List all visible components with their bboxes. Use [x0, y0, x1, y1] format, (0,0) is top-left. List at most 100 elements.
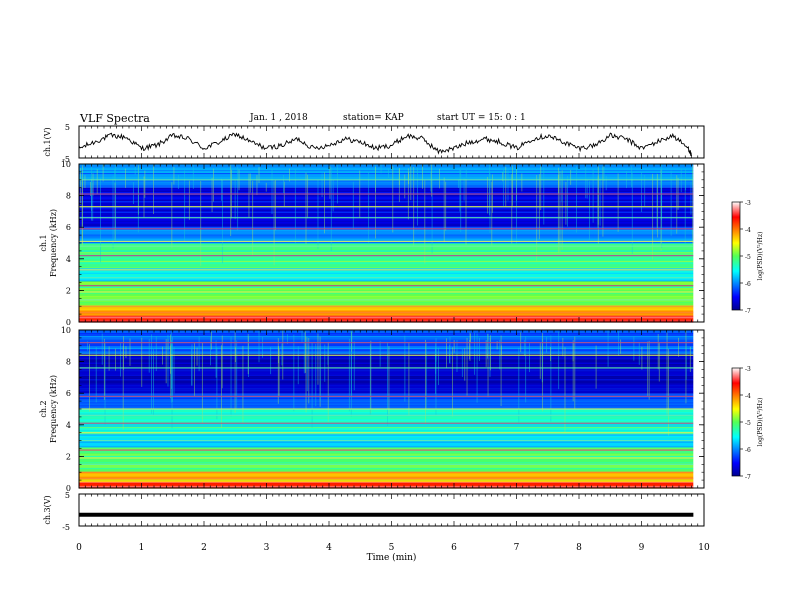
ch1-spec-texture [79, 289, 694, 292]
ch2-spec-streak [247, 333, 249, 375]
chart-title: VLF Spectra [80, 112, 150, 125]
ch2-spec-streak [489, 337, 491, 377]
ch1-spec-texture [79, 292, 694, 295]
ch2-spec-texture [79, 448, 694, 450]
ch1-spec-streak [431, 164, 433, 197]
ch2-spec-streak [379, 341, 381, 367]
ch1-spec-texture [79, 222, 694, 224]
ch2-spec-texture [79, 365, 694, 367]
ch1-colorbar-tick-label: -5 [745, 254, 751, 261]
ch1-spec-streak [81, 179, 83, 248]
ch1-spec-texture [79, 253, 694, 255]
ch1-spectrogram-panel: 0 2 4 6 8 10 ch.1 Frequency (kHz) [39, 160, 705, 327]
ch2-spec-texture [79, 371, 694, 373]
ch1-spec-line [79, 255, 694, 257]
ch1-spec-texture [79, 185, 694, 187]
ch2-spec-texture [79, 444, 694, 446]
ch2-spec-streak [277, 338, 279, 404]
ch1-spec-streak [184, 170, 186, 241]
ch1-spec-streak [114, 168, 115, 180]
ch1-spec-streak [192, 165, 194, 189]
ch1-spec-texture [79, 164, 694, 166]
ch2-spec-ytick-label: 8 [66, 358, 71, 367]
ch2-spec-texture [79, 362, 694, 364]
ch1-spec-streak [211, 177, 213, 213]
ch2-spec-streak [319, 345, 321, 402]
ch2-spec-streak [230, 336, 232, 417]
ch2-spec-streak [306, 337, 308, 392]
ch1-spec-streak [592, 169, 594, 223]
ch1-spec-texture [79, 211, 694, 213]
ch2-spec-line [79, 367, 694, 369]
ch2-spec-streak [327, 347, 329, 365]
x-tick-label: 3 [264, 543, 270, 553]
ch1-spec-streak [692, 165, 694, 245]
ch2-spec-texture [79, 484, 694, 486]
ch2-spec-streak [236, 340, 238, 409]
ch2-spec-texture [79, 339, 694, 341]
ch1-spec-streak [177, 174, 179, 190]
ch1-spec-line [79, 193, 694, 195]
ch1-spec-ylabel-frequency: Frequency (kHz) [49, 209, 58, 277]
ch3-waveform-panel: 5 -5 ch.3(V) [43, 491, 705, 532]
ch1-spec-line [79, 299, 694, 301]
ch2-spec-texture [79, 374, 694, 376]
ch2-spec-texture [79, 428, 694, 430]
ch2-spec-streak [658, 342, 660, 382]
ch1-spec-texture [79, 195, 694, 197]
ch2-spec-streak [201, 342, 203, 424]
ch1-spec-texture [79, 180, 694, 182]
ch2-spec-streak [153, 348, 154, 416]
ch1-spec-band [79, 164, 694, 188]
ch1-spec-texture [79, 258, 694, 260]
ch1-spec-streak [410, 165, 412, 201]
ch1-spec-streak [90, 181, 91, 196]
ch2-spec-texture [79, 467, 694, 470]
ch2-spec-streak [461, 348, 463, 377]
ch1-spec-texture [79, 307, 694, 309]
ch1-spec-streak [599, 177, 601, 226]
ch1-spec-streak [540, 166, 542, 211]
ch2-spec-streak [104, 343, 106, 425]
ch2-spec-ytick-label: 6 [66, 389, 71, 398]
ch1-spec-ytick-label: 6 [66, 223, 71, 232]
ch1-spec-line [79, 206, 694, 208]
ch2-spec-texture [79, 451, 694, 453]
ch2-spec-texture [79, 368, 694, 370]
ch2-spec-texture [79, 370, 694, 372]
ch2-spec-streak [499, 339, 501, 370]
ch2-spec-streak [404, 335, 406, 402]
ch1-spec-streak [512, 165, 513, 206]
ch1-spec-ytick-label: 2 [66, 286, 71, 295]
ch1-spec-streak [92, 182, 94, 221]
x-tick-label: 6 [451, 543, 457, 553]
ch2-spec-texture [79, 356, 694, 358]
ch1-spec-texture [79, 190, 694, 192]
ch1-spec-streak [230, 165, 232, 237]
ch2-spec-texture [79, 348, 694, 350]
ch1-spec-streak [125, 168, 126, 188]
ch1-spec-texture [79, 239, 694, 241]
ch1-spec-texture [79, 286, 694, 289]
ch2-spec-texture [79, 359, 694, 361]
ch1-spec-streak [102, 164, 104, 182]
ch2-spec-streak [678, 337, 679, 357]
ch2-spec-texture [79, 397, 694, 399]
ch1-spec-texture [79, 231, 694, 233]
ch1-spec-ytick-label: 4 [66, 255, 71, 264]
ch1-spec-texture [79, 288, 694, 290]
ch2-spec-streak [155, 336, 157, 372]
date-label: Jan. 1 , 2018 [250, 113, 308, 123]
ch1-spec-texture [79, 220, 694, 222]
ch1-spec-texture [79, 210, 694, 212]
ch1-spec-streak [488, 164, 490, 216]
ch1-spec-texture [79, 171, 694, 173]
x-axis-label: Time (min) [367, 552, 417, 563]
ch1-spec-line [79, 245, 694, 247]
ch1-spec-line [79, 228, 694, 230]
ch1-spec-texture [79, 243, 694, 245]
ch1-spec-streak [234, 180, 236, 220]
ch1-spec-streak [463, 178, 465, 201]
time-axis: 0 1 2 3 4 5 6 7 8 9 10 Time (min) [76, 543, 710, 563]
ch1-spec-texture [79, 275, 694, 277]
